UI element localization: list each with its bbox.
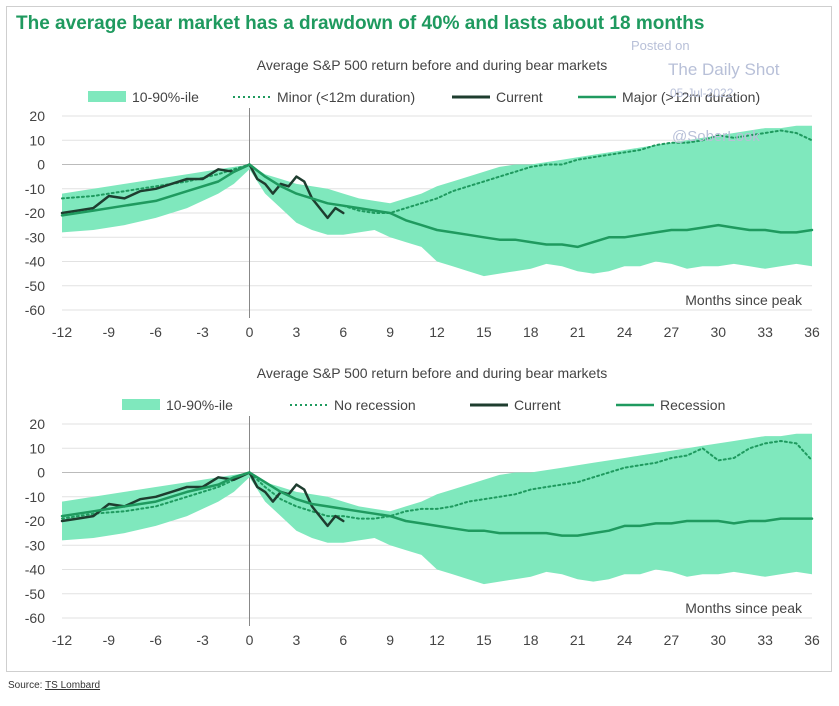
top-xtick-14: 30 [710,324,726,340]
bottom-legend-band-swatch [122,399,160,410]
top-xtick-12: 24 [617,324,633,340]
bottom-xtick-11: 21 [570,632,586,648]
bottom-xtick-3: -3 [196,632,209,648]
bottom-ytick-6: -40 [25,562,45,578]
top-xtick-5: 3 [292,324,300,340]
top-legend-label-2: Current [496,89,543,105]
bottom-xtick-8: 12 [429,632,445,648]
bottom-xtick-6: 6 [339,632,347,648]
bottom-xtick-10: 18 [523,632,539,648]
bottom-xtick-2: -6 [150,632,163,648]
bottom-ytick-7: -50 [25,586,45,602]
bottom-xtick-4: 0 [246,632,254,648]
top-xtick-3: -3 [196,324,209,340]
top-ytick-4: -20 [25,205,45,221]
bottom-xtick-14: 30 [710,632,726,648]
top-xtick-1: -9 [103,324,116,340]
top-xtick-7: 9 [386,324,394,340]
top-ytick-1: 10 [29,132,45,148]
top-xtick-2: -6 [150,324,163,340]
bottom-xtick-5: 3 [292,632,300,648]
bottom-ytick-3: -10 [25,489,45,505]
bottom-xtick-9: 15 [476,632,492,648]
watermark-daily-shot: The Daily Shot [668,60,780,79]
bottom-series-0 [61,440,813,520]
top-xtick-10: 18 [523,324,539,340]
top-legend-label-3: Major (>12m duration) [622,89,760,105]
top-xtick-0: -12 [52,324,72,340]
chart-top: Average S&P 500 return before and during… [25,57,820,340]
bottom-legend-label-3: Recession [660,397,725,413]
top-ytick-2: 0 [37,157,45,173]
top-title: Average S&P 500 return before and during… [257,57,607,73]
top-xtick-6: 6 [339,324,347,340]
top-xtick-15: 33 [757,324,773,340]
watermark-posted-on: Posted on [631,38,690,53]
top-xtick-11: 21 [570,324,586,340]
chart-frame [6,6,832,672]
chart-bottom: Average S&P 500 return before and during… [25,365,820,648]
bottom-series-2 [60,471,814,537]
bottom-legend-label-0: 10-90%-ile [166,397,233,413]
bottom-xtick-1: -9 [103,632,116,648]
top-xtick-4: 0 [246,324,254,340]
watermark-handle: @SoberLook [672,128,760,145]
top-xtick-9: 15 [476,324,492,340]
top-legend-label-1: Minor (<12m duration) [277,89,415,105]
source-prefix: Source: [8,680,46,691]
bottom-ytick-2: 0 [37,465,45,481]
watermark-date: 05-Jul-2022 [670,86,734,100]
bottom-xtick-16: 36 [804,632,820,648]
top-legend: 10-90%-ile Minor (<12m duration) Current Ma… [88,89,760,105]
bottom-ytick-8: -60 [25,610,45,626]
source-link[interactable]: TS Lombard [45,680,101,691]
bottom-ytick-1: 10 [29,440,45,456]
top-xtick-13: 27 [664,324,680,340]
top-ytick-3: -10 [25,181,45,197]
bottom-xtick-12: 24 [617,632,633,648]
top-xtick-16: 36 [804,324,820,340]
bottom-xtick-7: 9 [386,632,394,648]
top-xlabel: Months since peak [685,292,803,308]
top-ytick-6: -40 [25,254,45,270]
bottom-xtick-13: 27 [664,632,680,648]
top-ytick-7: -50 [25,278,45,294]
bottom-title: Average S&P 500 return before and during… [257,365,607,381]
bottom-legend-label-1: No recession [334,397,416,413]
headline: The average bear market has a drawdown o… [16,13,705,34]
top-ytick-5: -30 [25,229,45,245]
bottom-ytick-0: 20 [29,416,45,432]
bottom-xlabel: Months since peak [685,600,803,616]
source-note: Source: TS Lombard [8,680,100,691]
top-band-area [62,125,812,277]
bottom-ytick-5: -30 [25,537,45,553]
top-ytick-8: -60 [25,302,45,318]
bottom-legend: 10-90%-ile No recession Current Recession [122,397,725,413]
bottom-ytick-4: -20 [25,513,45,529]
bottom-xtick-15: 33 [757,632,773,648]
top-xtick-8: 12 [429,324,445,340]
bottom-legend-label-2: Current [514,397,561,413]
top-legend-band-swatch [88,91,126,102]
top-ytick-0: 20 [29,108,45,124]
bottom-xtick-0: -12 [52,632,72,648]
top-series-2 [60,163,814,249]
top-legend-label-0: 10-90%-ile [132,89,199,105]
